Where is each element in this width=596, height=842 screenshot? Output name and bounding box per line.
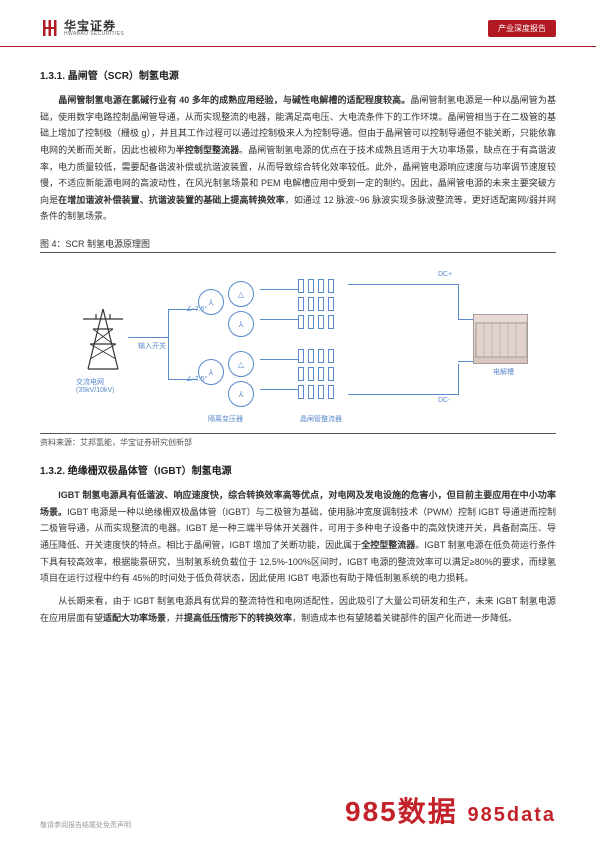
watermark: 985数据 985data	[345, 790, 556, 830]
input-switch-label: 输入开关	[138, 341, 166, 351]
s2p2-bold1: 适配大功率场景	[103, 613, 166, 623]
section-heading-scr: 1.3.1. 晶闸管（SCR）制氢电源	[40, 67, 556, 82]
report-tag: 产业深度报告	[488, 20, 556, 37]
wm1: 985数据	[345, 796, 458, 827]
content: 1.3.1. 晶闸管（SCR）制氢电源 晶闸管制氢电源在氯碱行业有 40 多年的…	[0, 47, 596, 626]
page-footer: 敬请参阅报告结尾处免责声明 985数据 985data	[0, 790, 596, 830]
grid-label: 交流电网	[76, 377, 104, 387]
wire	[260, 389, 298, 390]
p1-lead: 晶闸管制氢电源在氯碱行业有 40 多年的成熟应用经验，与碱性电解槽的适配程度较高…	[58, 95, 410, 105]
electrolyzer-icon	[473, 314, 528, 364]
logo-text: 华宝证券 HWABAO SECURITIES	[64, 20, 124, 37]
page-header: 华宝证券 HWABAO SECURITIES 产业深度报告	[0, 0, 596, 47]
figure-source: 资料来源：艾邦氢能，华宝证券研究创新部	[40, 433, 556, 448]
scr-schematic: 交流电网 (35kV/10kV) 输入开关 ⅄ △ ⅄ ∠-7.5° ⅄ △ ⅄	[68, 269, 528, 419]
wire	[260, 319, 298, 320]
p1-bold1: 半控制型整流器	[176, 145, 239, 155]
wire	[260, 359, 298, 360]
wire	[348, 284, 458, 285]
transformer-label: 隔离变压器	[208, 414, 243, 424]
logo-en: HWABAO SECURITIES	[64, 32, 124, 37]
transmission-tower-icon	[78, 304, 128, 374]
section1-para: 晶闸管制氢电源在氯碱行业有 40 多年的成熟应用经验，与碱性电解槽的适配程度较高…	[40, 92, 556, 225]
wire	[458, 319, 473, 320]
wire	[168, 309, 169, 379]
wm2: 985data	[468, 804, 557, 826]
logo: 华宝证券 HWABAO SECURITIES	[40, 18, 124, 38]
figure-title: 图 4：SCR 制氢电源原理图	[40, 237, 556, 253]
wire	[458, 361, 473, 362]
rectifier-upper	[298, 279, 348, 359]
rectifier-label: 晶闸管整流器	[300, 414, 342, 424]
s2p2-body2: ，并	[166, 613, 184, 623]
wire	[128, 337, 168, 338]
wire	[260, 289, 298, 290]
wire	[348, 394, 458, 395]
load-label: 电解槽	[493, 367, 514, 377]
logo-cn: 华宝证券	[64, 20, 124, 32]
s2p2-bold2: 提高低压情形下的转换效率	[184, 613, 292, 623]
s2p1-bold1: 全控型整流器	[361, 540, 415, 550]
wire	[168, 309, 198, 310]
figure-diagram: 交流电网 (35kV/10kV) 输入开关 ⅄ △ ⅄ ∠-7.5° ⅄ △ ⅄	[40, 259, 556, 429]
dc-plus-label: DC+	[438, 271, 452, 278]
wire	[168, 379, 198, 380]
section-heading-igbt: 1.3.2. 绝缘栅双极晶体管（IGBT）制氢电源	[40, 462, 556, 477]
disclaimer: 敬请参阅报告结尾处免责声明	[40, 820, 131, 830]
wire	[458, 284, 459, 319]
logo-icon	[40, 18, 60, 38]
section2-para1: IGBT 制氢电源具有低谐波、响应速度快，综合转换效率高等优点，对电网及发电设施…	[40, 487, 556, 587]
s2p2-body3: ，制造成本也有望随着关键部件的国产化而进一步降低。	[292, 613, 517, 623]
wire	[458, 364, 459, 395]
dc-minus-label: DC-	[438, 397, 450, 404]
p1-bold2: 在增加谐波补偿装置、抗谐波装置的基础上提高转换效率	[58, 195, 285, 205]
grid-sub-label: (35kV/10kV)	[76, 387, 115, 394]
section2-para2: 从长期来看，由于 IGBT 制氢电源具有优异的整流特性和电网适配性，因此吸引了大…	[40, 593, 556, 626]
